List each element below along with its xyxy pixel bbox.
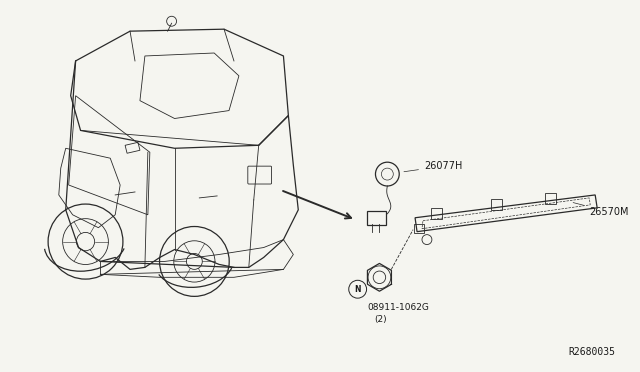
Text: R2680035: R2680035: [568, 347, 615, 357]
Text: 08911-1062G: 08911-1062G: [367, 303, 429, 312]
Text: (2): (2): [374, 315, 387, 324]
Text: 26570M: 26570M: [573, 203, 628, 217]
Text: 26077H: 26077H: [404, 161, 462, 172]
Text: N: N: [355, 285, 361, 294]
